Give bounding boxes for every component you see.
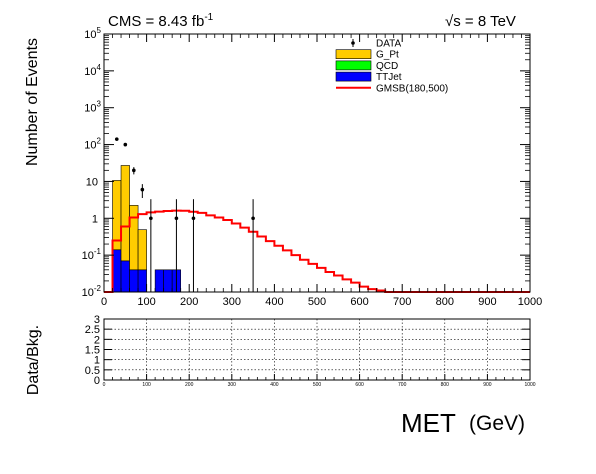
main-frame: [103, 33, 531, 293]
legend-entry: G_Pt: [335, 49, 399, 61]
gpt-bar: [137, 229, 147, 271]
y-tick-label: 104: [84, 63, 101, 78]
ratio-x-tick-label: 300: [228, 382, 237, 388]
data-point: [174, 199, 179, 292]
main-axis-ticks: 0 100 200 300 400 500 600 700 800 900 1000 10-2 10-1…: [82, 26, 543, 308]
ratio-x-tick-label: 900: [483, 382, 492, 388]
gpt-bar: [120, 165, 130, 262]
data-point: [123, 142, 128, 147]
gpt-bar: [112, 180, 122, 251]
x-tick-label: 300: [223, 296, 241, 308]
gpt-bar: [129, 205, 139, 271]
y-tick-label: 105: [84, 26, 101, 41]
ratio-x-tick-label: 100: [142, 382, 151, 388]
data-point: [114, 137, 119, 141]
x-axis-unit: (GeV): [469, 412, 525, 435]
ratio-y-tick-label: 2.5: [85, 324, 100, 336]
x-tick-label: 500: [308, 296, 326, 308]
legend-label: GMSB(180,500): [376, 83, 448, 94]
ratio-y-tick-label: 3: [94, 314, 100, 326]
legend-entry: DATA: [351, 39, 402, 50]
ttjet-bar: [112, 249, 122, 293]
data-points: [114, 137, 255, 292]
x-axis-title: MET: [401, 408, 456, 438]
data-point: [191, 199, 196, 292]
ratio-x-tick-label: 500: [313, 382, 322, 388]
ratio-x-tick-label: 700: [398, 382, 407, 388]
ttjet-bar: [137, 269, 147, 293]
x-tick-label: 1000: [518, 296, 542, 308]
ttjet-bar: [129, 269, 139, 293]
x-tick-label: 800: [436, 296, 454, 308]
legend-label: QCD: [376, 61, 398, 72]
cms-luminosity-label: CMS = 8.43 fb-1: [108, 12, 214, 30]
y-tick-label: 10: [86, 176, 98, 188]
plot-header: CMS = 8.43 fb-1 √s = 8 TeV: [108, 12, 516, 30]
ratio-y-tick-label: 0.5: [85, 365, 100, 377]
ratio-y-tick-label: 0: [94, 375, 100, 387]
y-tick-label: 1: [92, 213, 98, 225]
ratio-x-tick-label: 200: [185, 382, 194, 388]
y-tick-label: 10-1: [82, 247, 102, 262]
energy-label: √s = 8 TeV: [445, 13, 516, 30]
data-point: [140, 184, 145, 199]
data-point: [149, 199, 153, 292]
ttjet-bar: [120, 260, 130, 293]
ttjet-bar: [154, 269, 164, 293]
x-tick-label: 900: [478, 296, 496, 308]
ttjet-bar: [163, 269, 173, 293]
x-tick-label: 200: [180, 296, 198, 308]
legend-entry: TTJet: [335, 71, 402, 83]
ratio-y-tick-label: 1.5: [85, 345, 100, 357]
ratio-y-axis-title: Data/Bkg.: [25, 325, 42, 395]
ratio-x-tick-label: 0: [103, 382, 106, 388]
x-tick-label: 700: [393, 296, 411, 308]
data-point: [132, 167, 136, 175]
ratio-x-tick-label: 1000: [524, 382, 535, 388]
x-tick-label: 100: [137, 296, 155, 308]
data-point: [251, 199, 255, 292]
x-tick-label: 400: [265, 296, 283, 308]
ratio-axis-ticks: 0 100 200 300 400 500 600 700 800 900 1000 00.511.5…: [85, 314, 536, 388]
ratio-x-tick-label: 800: [441, 382, 450, 388]
ratio-x-tick-label: 600: [355, 382, 364, 388]
x-tick-label: 600: [350, 296, 368, 308]
main-y-axis-title: Number of Events: [24, 38, 41, 166]
legend-label: TTJet: [376, 72, 402, 83]
y-tick-label: 10-2: [82, 284, 102, 299]
ratio-y-tick-label: 1: [94, 355, 100, 367]
legend-label: G_Pt: [376, 50, 399, 61]
ratio-x-tick-label: 400: [270, 382, 279, 388]
ratio-y-tick-label: 2: [94, 334, 100, 346]
y-tick-label: 102: [84, 137, 101, 152]
x-tick-label: 0: [101, 296, 107, 308]
y-tick-label: 103: [84, 100, 101, 115]
legend-entry: QCD: [335, 60, 398, 72]
legend-entry: GMSB(180,500): [336, 83, 448, 94]
legend-label: DATA: [376, 39, 402, 50]
background-stack: [112, 165, 181, 293]
main-histogram-panel: 0 100 200 300 400 500 600 700 800 900 1000 10-2 10-1…: [82, 26, 543, 308]
ratio-grid: [103, 318, 531, 381]
ratio-panel: 0 100 200 300 400 500 600 700 800 900 1000 00.511.5…: [85, 314, 536, 388]
